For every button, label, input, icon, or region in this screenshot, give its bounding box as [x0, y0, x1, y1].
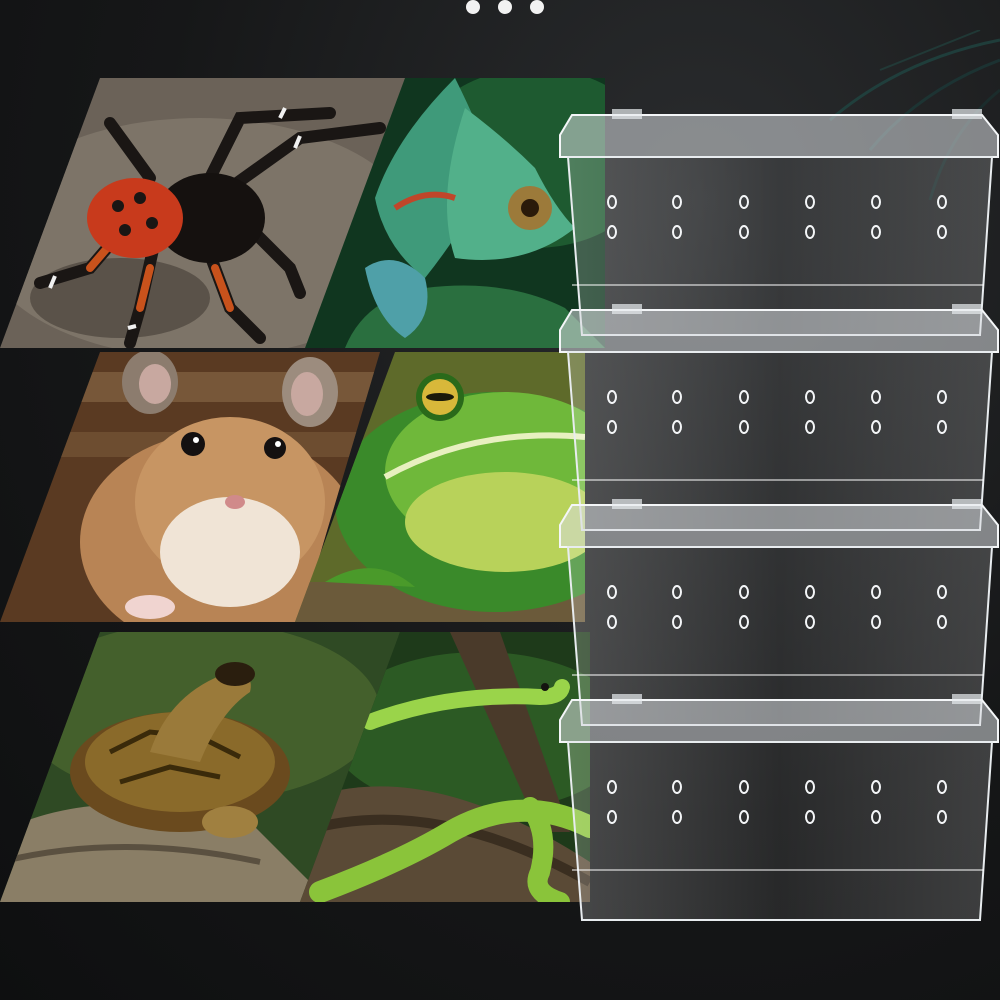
snake-panel [300, 632, 590, 902]
spider-image [0, 78, 412, 348]
hamster-panel [0, 352, 380, 622]
tank-1 [559, 108, 999, 336]
hamster-image [0, 352, 380, 622]
frog-panel [295, 352, 585, 622]
spider-panel [0, 78, 412, 348]
pagination-dot[interactable] [466, 0, 480, 14]
turtle-image [0, 632, 400, 902]
carousel-pagination [466, 0, 556, 16]
stacked-clear-terrarium-boxes [559, 108, 999, 921]
pagination-dot[interactable] [530, 0, 544, 14]
snake-image [300, 632, 590, 902]
pagination-dot[interactable] [498, 0, 512, 14]
frog-image [295, 352, 585, 622]
turtle-panel [0, 632, 400, 902]
